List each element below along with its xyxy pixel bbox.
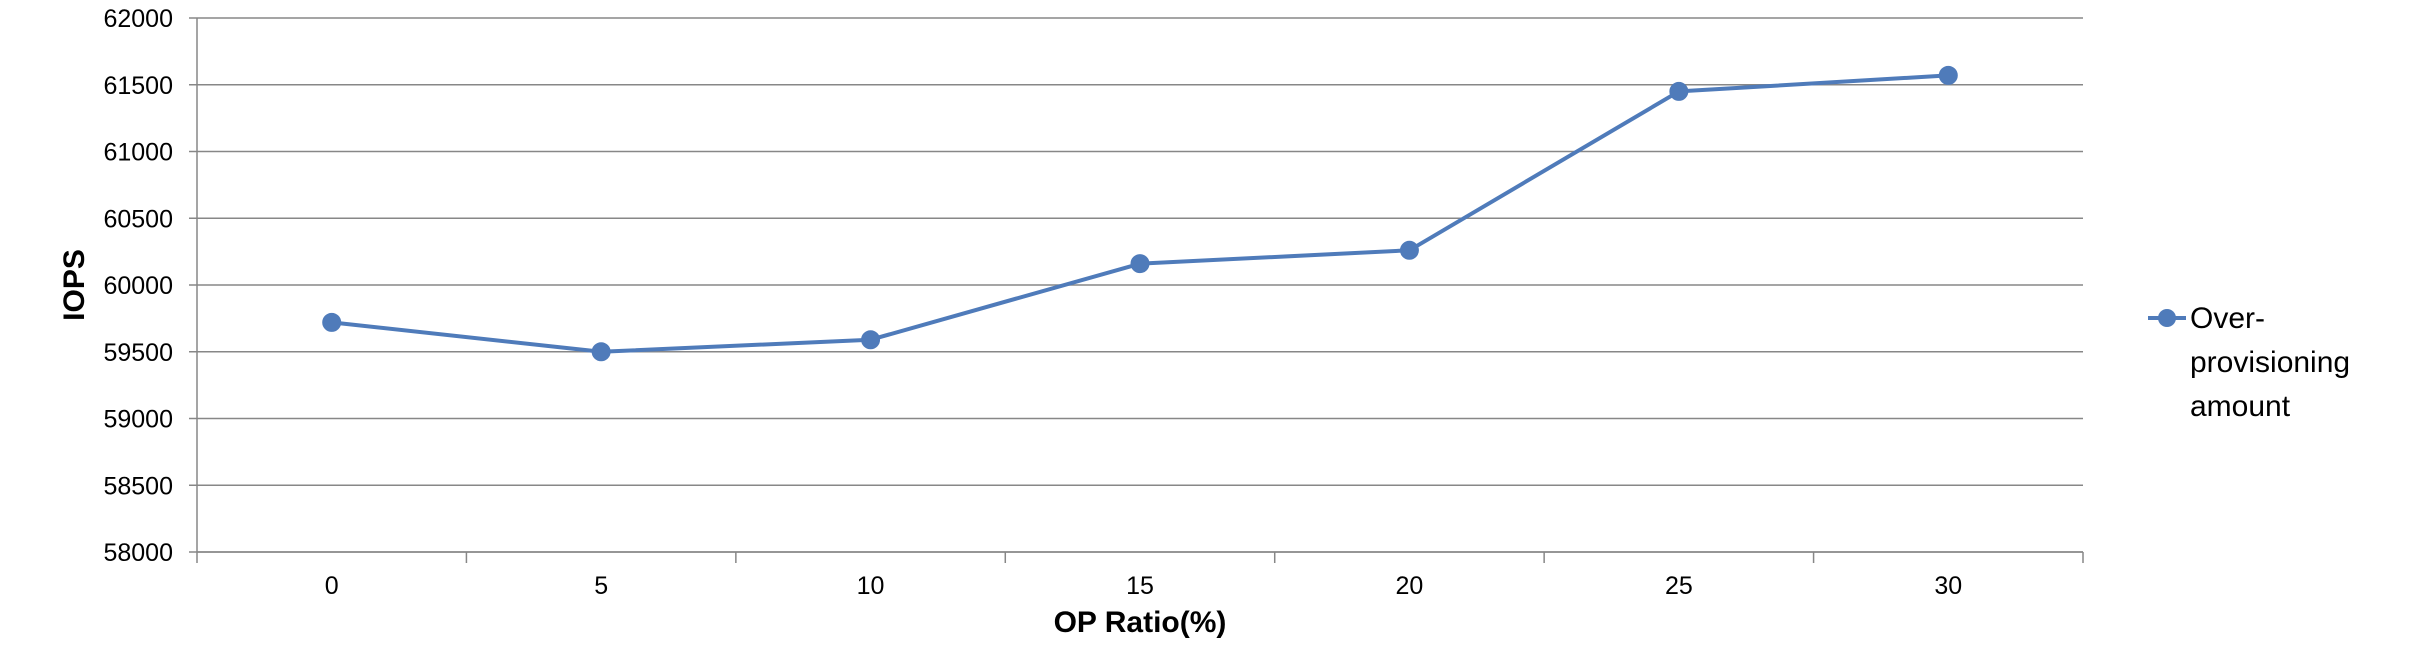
- x-tick-label: 15: [1126, 572, 1154, 600]
- x-tick-label: 25: [1665, 572, 1693, 600]
- x-tick-labels: 0 5 10 15 20 25 30: [325, 572, 1962, 600]
- y-tick-label: 60500: [103, 205, 173, 233]
- series-line: [331, 73, 1949, 354]
- data-point: [1130, 254, 1150, 274]
- series-layer: [322, 65, 1958, 362]
- gridlines: [189, 17, 2083, 553]
- y-tick-label: 62000: [103, 5, 173, 33]
- legend-marker: [2158, 309, 2176, 327]
- x-tick-label: 10: [857, 572, 885, 600]
- y-tick-labels: 58000 58500 59000 59500 60000 60500 61000 61500…: [103, 5, 173, 567]
- y-tick-label: 58000: [103, 539, 173, 567]
- y-tick-label: 60000: [103, 272, 173, 300]
- data-point: [1938, 65, 1958, 85]
- y-tick-label: 61000: [103, 139, 173, 167]
- x-tick-label: 5: [594, 572, 608, 600]
- legend: Over-provisioning amount: [2148, 302, 2350, 423]
- y-tick-label: 58500: [103, 472, 173, 500]
- y-tick-label: 59000: [103, 406, 173, 434]
- legend-label-line: provisioning: [2190, 346, 2350, 379]
- data-point: [1669, 81, 1689, 101]
- x-axis-title: OP Ratio(%): [1054, 606, 1227, 639]
- data-point: [1399, 240, 1419, 260]
- data-point: [322, 312, 342, 332]
- y-axis-title: IOPS: [58, 249, 91, 321]
- axes: [196, 18, 2084, 563]
- x-tick-label: 20: [1396, 572, 1424, 600]
- legend-label-line: amount: [2190, 390, 2291, 423]
- x-tick-label: 0: [325, 572, 339, 600]
- data-point: [591, 342, 611, 362]
- y-tick-label: 61500: [103, 72, 173, 100]
- legend-label-line: Over-: [2190, 302, 2265, 335]
- x-tick-label: 30: [1934, 572, 1962, 600]
- data-point: [861, 330, 881, 350]
- y-tick-label: 59500: [103, 339, 173, 367]
- legend-label: Over-provisioning amount: [2190, 302, 2350, 423]
